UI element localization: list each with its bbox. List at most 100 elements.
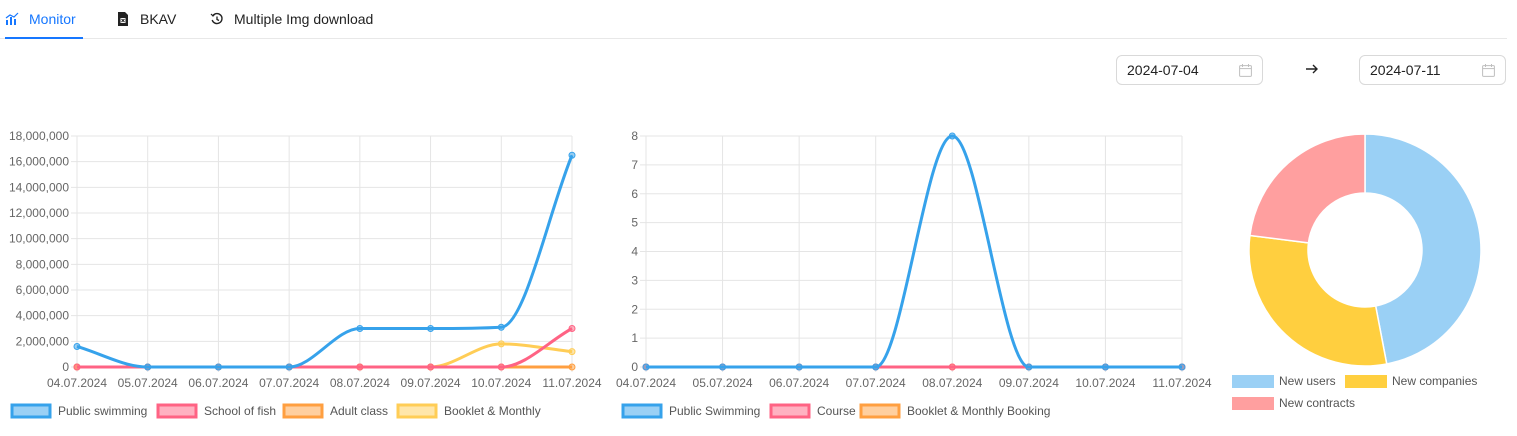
legend-label: New companies: [1392, 374, 1477, 388]
arrow-right-icon: [1305, 62, 1319, 79]
data-point: [795, 363, 803, 371]
legend-label: Public Swimming: [669, 404, 760, 418]
data-point: [795, 363, 803, 371]
legend-swatch: [396, 403, 438, 419]
data-point: [1025, 363, 1033, 371]
x-tick-label: 10.07.2024: [1075, 376, 1135, 390]
data-point: [642, 363, 650, 371]
x-tick-label: 05.07.2024: [693, 376, 753, 390]
x-tick-label: 09.07.2024: [401, 376, 461, 390]
data-point: [872, 363, 880, 371]
data-point: [356, 325, 364, 332]
tab-bkav[interactable]: BKAV: [116, 0, 176, 38]
end-date-picker[interactable]: [1359, 55, 1506, 85]
legend-swatch: [282, 403, 324, 419]
y-tick-label: 3: [631, 273, 638, 287]
y-tick-label: 6,000,000: [16, 283, 70, 297]
data-point: [568, 325, 576, 332]
y-tick-label: 10,000,000: [9, 232, 69, 246]
legend-label: School of fish: [204, 404, 276, 418]
data-point: [948, 363, 956, 371]
revenue-line-chart: 0 2,000,000 4,000,000 6,000,000 8,000,000 10,…: [9, 129, 602, 419]
donut-plot: New users New companies New contracts: [1232, 133, 1482, 410]
legend-label: New contracts: [1279, 396, 1355, 410]
x-tick-label: 08.07.2024: [330, 376, 390, 390]
calendar-icon[interactable]: [1482, 64, 1495, 77]
tab-label: BKAV: [140, 11, 177, 27]
legend-label: Booklet & Monthly: [444, 404, 541, 418]
bar-chart-icon: [5, 12, 19, 26]
legend-swatch: [769, 403, 811, 419]
data-point: [144, 363, 152, 371]
legend-swatch: [1232, 375, 1274, 388]
data-point: [214, 363, 222, 371]
donut-slice: [1249, 133, 1366, 244]
data-point: [497, 340, 505, 348]
x-tick-label: 09.07.2024: [999, 376, 1059, 390]
x-tick-label: 07.07.2024: [846, 376, 906, 390]
series-line: [76, 154, 574, 369]
data-point: [497, 363, 505, 371]
y-tick-label: 4,000,000: [16, 309, 70, 323]
x-tick-label: 04.07.2024: [47, 376, 107, 390]
x-tick-label: 10.07.2024: [471, 376, 531, 390]
data-point: [642, 363, 650, 371]
data-point: [719, 363, 727, 371]
legend-swatch: [859, 403, 901, 419]
legend-swatch: [1345, 375, 1387, 388]
data-point: [872, 363, 880, 371]
data-point: [427, 363, 435, 371]
x-tick-label: 06.07.2024: [188, 376, 248, 390]
data-point: [1101, 363, 1109, 371]
start-date-picker[interactable]: [1116, 55, 1263, 85]
y-tick-label: 8: [631, 129, 638, 143]
legend-label: Booklet & Monthly Booking: [907, 404, 1050, 418]
y-tick-label: 4: [631, 245, 638, 259]
data-point: [1178, 363, 1186, 371]
x-tick-label: 11.07.2024: [1152, 376, 1211, 390]
y-tick-label: 16,000,000: [9, 155, 69, 169]
y-tick-label: 6: [631, 187, 638, 201]
y-tick-label: 8,000,000: [16, 257, 70, 271]
data-point: [642, 363, 650, 371]
legend-label: Course: [817, 404, 856, 418]
y-tick-label: 12,000,000: [9, 206, 69, 220]
tab-multiple-img-download[interactable]: Multiple Img download: [210, 0, 373, 38]
legend-swatch: [1232, 397, 1274, 410]
data-point: [568, 151, 576, 159]
data-point: [1025, 363, 1033, 371]
data-point: [719, 363, 727, 371]
y-tick-label: 1: [631, 331, 638, 345]
data-point: [568, 348, 576, 356]
tab-label: Multiple Img download: [234, 11, 374, 27]
data-point: [795, 363, 803, 371]
data-point: [872, 363, 880, 371]
tab-label: Monitor: [29, 11, 76, 27]
data-point: [948, 363, 956, 371]
chart-plot: 0 2,000,000 4,000,000 6,000,000 8,000,000 10,…: [9, 129, 602, 419]
legend-swatch: [10, 403, 52, 419]
legend-label: Adult class: [330, 404, 388, 418]
y-tick-label: 0: [62, 360, 69, 374]
legend-swatch: [621, 403, 663, 419]
history-icon: [210, 12, 224, 26]
data-point: [356, 363, 364, 371]
x-tick-label: 06.07.2024: [769, 376, 829, 390]
data-point: [1101, 363, 1109, 371]
end-date-input[interactable]: [1370, 62, 1470, 78]
file-excel-icon: [116, 12, 130, 26]
y-tick-label: 2: [631, 302, 638, 316]
data-point: [719, 363, 727, 371]
y-tick-label: 7: [631, 158, 638, 172]
donut-slice: [1364, 133, 1482, 365]
legend-swatch: [156, 403, 198, 419]
series-line: [646, 134, 1182, 369]
tab-monitor[interactable]: Monitor: [5, 0, 83, 39]
x-tick-label: 08.07.2024: [922, 376, 982, 390]
start-date-input[interactable]: [1127, 62, 1227, 78]
y-tick-label: 5: [631, 216, 638, 230]
legend-label: New users: [1279, 374, 1336, 388]
y-tick-label: 2,000,000: [16, 334, 70, 348]
data-point: [568, 363, 576, 371]
calendar-icon[interactable]: [1239, 64, 1252, 77]
